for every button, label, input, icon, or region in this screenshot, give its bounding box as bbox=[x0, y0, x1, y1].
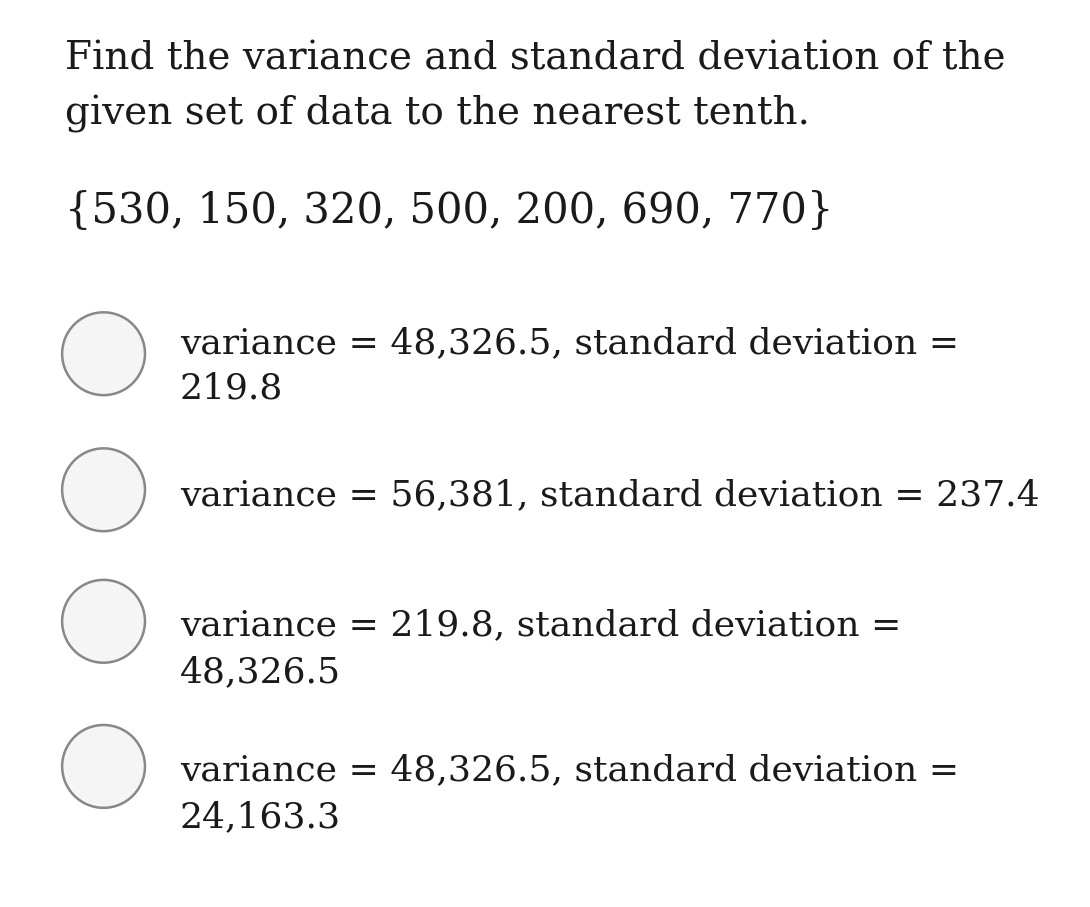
Ellipse shape bbox=[62, 312, 145, 395]
Text: variance = 48,326.5, standard deviation =: variance = 48,326.5, standard deviation … bbox=[180, 753, 959, 786]
Text: given set of data to the nearest tenth.: given set of data to the nearest tenth. bbox=[65, 95, 810, 133]
Ellipse shape bbox=[62, 448, 145, 532]
Text: 48,326.5: 48,326.5 bbox=[180, 655, 341, 688]
Text: 24,163.3: 24,163.3 bbox=[180, 800, 341, 834]
Text: 219.8: 219.8 bbox=[180, 372, 283, 405]
Text: variance = 48,326.5, standard deviation =: variance = 48,326.5, standard deviation … bbox=[180, 327, 959, 360]
Text: variance = 56,381, standard deviation = 237.4: variance = 56,381, standard deviation = … bbox=[180, 478, 1040, 512]
Text: {530, 150, 320, 500, 200, 690, 770}: {530, 150, 320, 500, 200, 690, 770} bbox=[65, 190, 834, 232]
Ellipse shape bbox=[62, 580, 145, 663]
Text: Find the variance and standard deviation of the: Find the variance and standard deviation… bbox=[65, 41, 1006, 78]
Text: variance = 219.8, standard deviation =: variance = 219.8, standard deviation = bbox=[180, 608, 901, 641]
Ellipse shape bbox=[62, 725, 145, 808]
